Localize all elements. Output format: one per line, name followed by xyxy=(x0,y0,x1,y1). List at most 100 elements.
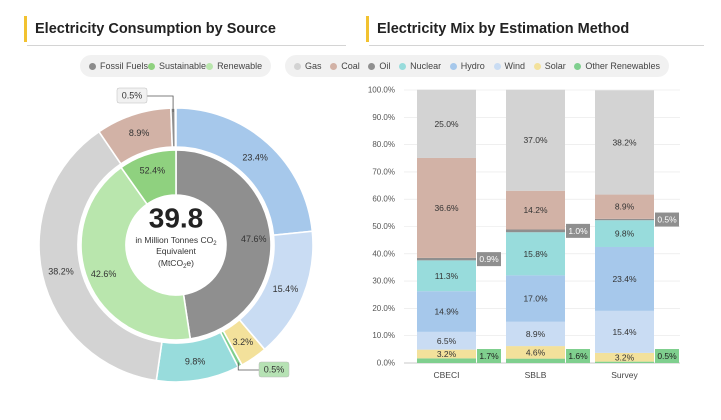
outer-label-coal: 8.9% xyxy=(129,128,150,138)
bar-segment-cbeci-oil xyxy=(417,257,476,261)
legend-swatch-solar xyxy=(533,62,541,70)
bar-segment-sblb-gas xyxy=(506,89,565,191)
x-tick-label-survey: Survey xyxy=(611,370,638,380)
bar-badge-label-survey-oil: 0.5% xyxy=(657,215,677,225)
outer-label-gas: 38.2% xyxy=(48,266,74,276)
bar-label-survey-nuclear: 9.8% xyxy=(615,229,635,239)
legend-swatch-sustainable xyxy=(148,62,156,70)
bar-segment-survey-solar xyxy=(595,352,654,362)
donut-unit-line-1: in Million Tonnes CO2 xyxy=(135,235,217,247)
outer-label-hydro: 23.4% xyxy=(242,152,268,162)
bar-label-survey-coal: 8.9% xyxy=(615,202,635,212)
bar-segment-survey-other-renewables xyxy=(595,361,654,363)
donut-unit-line-1-sub: 2 xyxy=(213,241,217,247)
legend-swatch-fossil-fuels xyxy=(89,62,96,70)
legend-swatch-coal xyxy=(330,62,338,70)
legend-swatch-renewable xyxy=(206,62,214,70)
x-tick-label-sblb: SBLB xyxy=(525,370,547,380)
outer-label-nuclear: 9.8% xyxy=(185,356,206,366)
inner-label-renewable: 42.6% xyxy=(91,269,117,279)
bar-label-survey-solar: 3.2% xyxy=(615,352,635,362)
bar-badge-label-sblb-other-renewables: 1.6% xyxy=(568,351,588,361)
legend-label-solar: Solar xyxy=(544,61,566,71)
callout-badge-oil xyxy=(116,87,148,104)
legend-label-gas: Gas xyxy=(305,61,322,71)
bar-label-cbeci-solar: 3.2% xyxy=(437,349,457,359)
bar-segment-sblb-hydro xyxy=(506,275,565,322)
legend-label-sustainable: Sustainable xyxy=(159,61,207,71)
legend-label-renewable: Renewable xyxy=(217,61,263,71)
donut-unit-line-3-pre: (MtCO xyxy=(158,258,183,268)
outer-label-solar: 3.2% xyxy=(233,337,254,347)
inner-label-fossil-fuels: 47.6% xyxy=(241,234,267,244)
bar-badge-label-cbeci-oil: 0.9% xyxy=(479,254,499,264)
bar-badge-survey-other-renewables xyxy=(655,349,679,363)
bar-segment-cbeci-wind xyxy=(417,331,476,350)
bar-segment-cbeci-coal xyxy=(417,157,476,258)
bar-segment-cbeci-gas xyxy=(417,89,476,158)
donut-unit-line-3: (MtCO2e) xyxy=(158,258,194,270)
bar-badge-cbeci-oil xyxy=(477,252,501,267)
legend-item-nuclear: Nuclear xyxy=(399,61,441,71)
bar-badge-sblb-oil xyxy=(566,223,590,238)
donut-legend: Fossil Fuels Sustainable Renewable xyxy=(80,55,271,77)
outer-slice-oil xyxy=(170,107,177,148)
legend-label-oil: Oil xyxy=(379,61,391,71)
donut-center xyxy=(126,195,226,295)
legend-label-other-renewables: Other Renewables xyxy=(585,61,660,71)
y-tick-label: 10.0% xyxy=(372,331,395,340)
bar-badge-survey-oil xyxy=(655,212,679,227)
bar-label-sblb-hydro: 17.0% xyxy=(523,294,548,304)
bar-label-sblb-coal: 14.2% xyxy=(523,205,548,215)
legend-swatch-other-renewables xyxy=(574,62,582,70)
bar-label-survey-hydro: 23.4% xyxy=(612,274,637,284)
inner-label-sustainable: 52.4% xyxy=(140,166,166,176)
legend-swatch-wind xyxy=(493,62,501,70)
legend-item-gas: Gas xyxy=(294,61,322,71)
bar-segment-sblb-wind xyxy=(506,321,565,347)
callout-label-other-renewables: 0.5% xyxy=(264,365,285,375)
y-tick-label: 50.0% xyxy=(372,222,395,231)
legend-item-other-renewables: Other Renewables xyxy=(574,61,660,71)
y-tick-label: 0.0% xyxy=(377,359,395,368)
legend-label-coal: Coal xyxy=(341,61,360,71)
bar-label-sblb-wind: 8.9% xyxy=(526,329,546,339)
legend-item-oil: Oil xyxy=(368,61,390,71)
legend-label-fossil-fuels: Fossil Fuels xyxy=(100,61,149,71)
donut-total-value: 39.8 xyxy=(149,203,204,234)
y-tick-label: 70.0% xyxy=(372,167,395,176)
legend-label-nuclear: Nuclear xyxy=(410,61,442,71)
bar-segment-survey-wind xyxy=(595,310,654,353)
donut-unit-line-1-text: in Million Tonnes CO xyxy=(135,235,213,245)
bar-segment-cbeci-solar xyxy=(417,349,476,359)
bar-badge-label-sblb-oil: 1.0% xyxy=(568,226,588,236)
bar-badge-label-survey-other-renewables: 0.5% xyxy=(657,351,677,361)
bar-label-survey-wind: 15.4% xyxy=(612,327,637,337)
y-tick-label: 80.0% xyxy=(372,140,395,149)
bar-badge-cbeci-other-renewables xyxy=(477,349,501,363)
bar-segment-survey-nuclear xyxy=(595,220,654,247)
bar-label-cbeci-coal: 36.6% xyxy=(434,203,459,213)
donut-unit-line-3-sub: 2 xyxy=(183,264,187,270)
donut-unit-line-2: Equivalent xyxy=(156,246,196,256)
bar-chart-title: Electricity Mix by Estimation Method xyxy=(366,16,704,46)
y-tick-label: 60.0% xyxy=(372,195,395,204)
legend-item-renewable: Renewable xyxy=(206,61,262,71)
bar-segment-sblb-solar xyxy=(506,346,565,359)
legend-label-hydro: Hydro xyxy=(460,61,485,71)
legend-label-wind: Wind xyxy=(504,61,526,71)
callout-line-oil xyxy=(147,95,174,113)
bar-label-sblb-gas: 37.0% xyxy=(523,135,548,145)
bar-segment-cbeci-hydro xyxy=(417,291,476,332)
y-tick-label: 100.0% xyxy=(368,86,395,95)
legend-swatch-gas xyxy=(294,62,301,70)
y-tick-label: 90.0% xyxy=(372,113,395,122)
legend-item-coal: Coal xyxy=(330,61,360,71)
bar-label-cbeci-hydro: 14.9% xyxy=(434,307,459,317)
legend-item-solar: Solar xyxy=(533,61,566,71)
bar-segment-survey-hydro xyxy=(595,246,654,311)
bar-label-survey-gas: 38.2% xyxy=(612,137,637,147)
bar-label-sblb-solar: 4.6% xyxy=(526,347,546,357)
legend-item-sustainable: Sustainable xyxy=(148,61,206,71)
